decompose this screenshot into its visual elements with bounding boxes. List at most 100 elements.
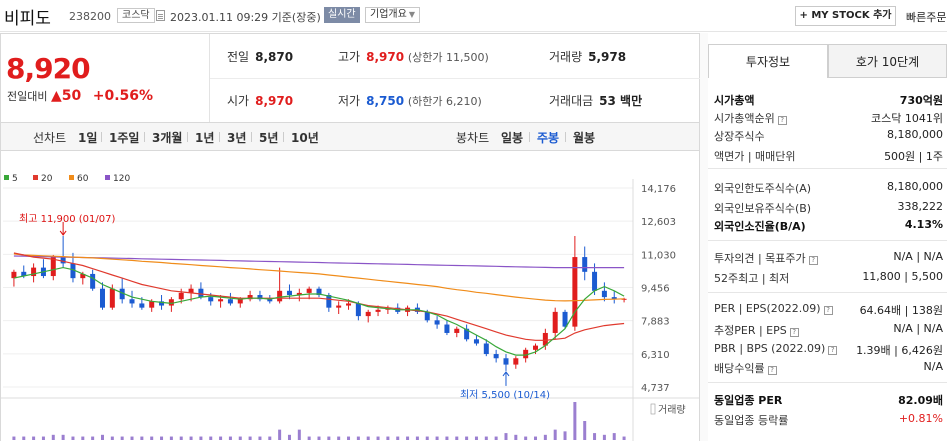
volume-bar bbox=[504, 433, 508, 440]
volume-bar bbox=[100, 434, 104, 440]
change-amount: ▲50 bbox=[50, 88, 82, 104]
candle-body bbox=[139, 303, 145, 308]
candle-body bbox=[542, 332, 548, 346]
candle-body bbox=[218, 299, 224, 302]
volume-bar bbox=[396, 436, 400, 440]
rail bbox=[700, 33, 708, 441]
low-arrow bbox=[502, 371, 510, 377]
volume-bar bbox=[71, 436, 75, 440]
legend-swatch bbox=[33, 175, 38, 180]
candle-weekly[interactable]: 주봉 bbox=[537, 131, 560, 145]
volume-bar bbox=[110, 436, 114, 440]
document-icon[interactable] bbox=[156, 10, 165, 21]
period-10y[interactable]: 10년 bbox=[291, 131, 319, 145]
candle-body bbox=[286, 290, 292, 296]
y-tick-label: 7,883 bbox=[641, 317, 670, 328]
price-chart[interactable]: 14,176 12,603 11,030 9,456 7,883 6,310 4,737 5 2… bbox=[0, 151, 700, 441]
y-tick-label: 12,603 bbox=[641, 217, 676, 228]
info-row-label: 추정PER | EPS? bbox=[714, 322, 799, 338]
legend-label: 60 bbox=[77, 174, 89, 184]
low-label: 저가 bbox=[338, 94, 361, 108]
period-5y[interactable]: 5년 bbox=[259, 131, 279, 145]
period-1w[interactable]: 1주일 bbox=[109, 131, 140, 145]
volume-bar bbox=[307, 436, 311, 440]
candle-body bbox=[601, 290, 607, 298]
lower-limit: (하한가 6,210) bbox=[407, 95, 482, 108]
y-tick-label: 9,456 bbox=[641, 284, 670, 295]
period-1d[interactable]: 1일 bbox=[78, 131, 98, 145]
candle-chart-label: 봉차트 bbox=[456, 131, 490, 145]
tab-orderbook[interactable]: 호가 10단계 bbox=[828, 44, 947, 78]
info-row-value: 64.64배 | 138원 bbox=[859, 304, 943, 317]
info-row-label: 외국인한도주식수(A) bbox=[714, 182, 812, 195]
candle-body bbox=[208, 297, 214, 302]
candle-body bbox=[552, 311, 558, 333]
volume-bar bbox=[81, 436, 85, 440]
realtime-button[interactable]: 실시간 bbox=[324, 7, 360, 23]
period-3m[interactable]: 3개월 bbox=[152, 131, 183, 145]
candle-body bbox=[473, 339, 479, 344]
volume-bar bbox=[238, 436, 242, 440]
volume-bar bbox=[622, 436, 626, 440]
divider bbox=[708, 382, 947, 383]
add-mystock-button[interactable]: + MY STOCK 추가 bbox=[795, 6, 896, 26]
candle-body bbox=[346, 303, 352, 306]
info-row-value: 코스닥 1041위 bbox=[871, 112, 943, 125]
divider bbox=[708, 292, 947, 293]
volume-bar bbox=[337, 436, 341, 440]
candle-body bbox=[129, 299, 135, 304]
candle-body bbox=[503, 358, 509, 365]
high-arrow bbox=[59, 230, 67, 236]
candle-daily[interactable]: 일봉 bbox=[501, 131, 524, 145]
info-row-value: N/A bbox=[923, 360, 943, 373]
period-1y[interactable]: 1년 bbox=[195, 131, 215, 145]
info-row-label: 상장주식수 bbox=[714, 130, 765, 143]
volume-cell: 거래량 5,978 bbox=[549, 48, 626, 65]
help-icon[interactable]: ? bbox=[823, 306, 833, 315]
divider bbox=[565, 132, 566, 142]
company-overview-button[interactable]: 기업개요 ▼ bbox=[365, 7, 420, 23]
volume-bar bbox=[32, 436, 36, 440]
candle-body bbox=[149, 301, 155, 308]
help-icon[interactable]: ? bbox=[789, 328, 799, 337]
divider bbox=[219, 132, 220, 142]
prev-close-value: 8,870 bbox=[255, 50, 294, 64]
moving-average-ma5 bbox=[13, 266, 625, 356]
volume-bar bbox=[366, 436, 370, 440]
candle-monthly[interactable]: 월봉 bbox=[573, 131, 596, 145]
volume-bar bbox=[484, 436, 488, 440]
help-icon[interactable]: ? bbox=[828, 346, 838, 355]
volume-bar bbox=[612, 433, 616, 440]
candle-body bbox=[582, 257, 588, 272]
divider bbox=[251, 132, 252, 142]
volume-bar bbox=[406, 436, 410, 440]
info-row-value: N/A | N/A bbox=[893, 322, 943, 335]
candle-body bbox=[159, 301, 165, 306]
candle-body bbox=[365, 311, 371, 317]
volume-bar bbox=[543, 434, 547, 440]
tab-investment-info[interactable]: 투자정보 bbox=[708, 44, 828, 78]
info-row-label: 시가총액순위? bbox=[714, 110, 787, 126]
volume-bar bbox=[445, 436, 449, 440]
divider bbox=[209, 34, 210, 122]
period-3y[interactable]: 3년 bbox=[227, 131, 247, 145]
help-icon[interactable]: ? bbox=[767, 366, 777, 375]
candle-body bbox=[11, 271, 17, 279]
candle-body bbox=[247, 295, 253, 300]
candle-body bbox=[562, 311, 568, 327]
volume-bar bbox=[455, 436, 459, 440]
quick-order-link[interactable]: 빠른주문 bbox=[906, 11, 947, 24]
info-row-label: PBR | BPS (2022.09)? bbox=[714, 342, 838, 355]
trade-value-cell: 거래대금 53 백만 bbox=[549, 92, 642, 109]
volume-bar bbox=[327, 436, 331, 440]
legend-label: 120 bbox=[113, 174, 130, 184]
volume-bar bbox=[376, 436, 380, 440]
help-icon[interactable]: ? bbox=[777, 116, 787, 125]
investment-info-panel: 투자정보 호가 10단계 시가총액 730억원 시가총액순위? 코스닥 1041위 상장… bbox=[708, 44, 947, 441]
period-toolbar: 선차트 1일 1주일 3개월 1년 3년 5년 10년 봉차트 일봉 주봉 월봉 bbox=[0, 123, 700, 151]
prev-close-label: 전일 bbox=[227, 50, 250, 64]
help-icon[interactable]: ? bbox=[808, 256, 818, 265]
candle-body bbox=[336, 305, 342, 308]
info-row-label: PER | EPS(2022.09)? bbox=[714, 302, 833, 315]
info-row-value: +0.81% bbox=[898, 412, 943, 425]
